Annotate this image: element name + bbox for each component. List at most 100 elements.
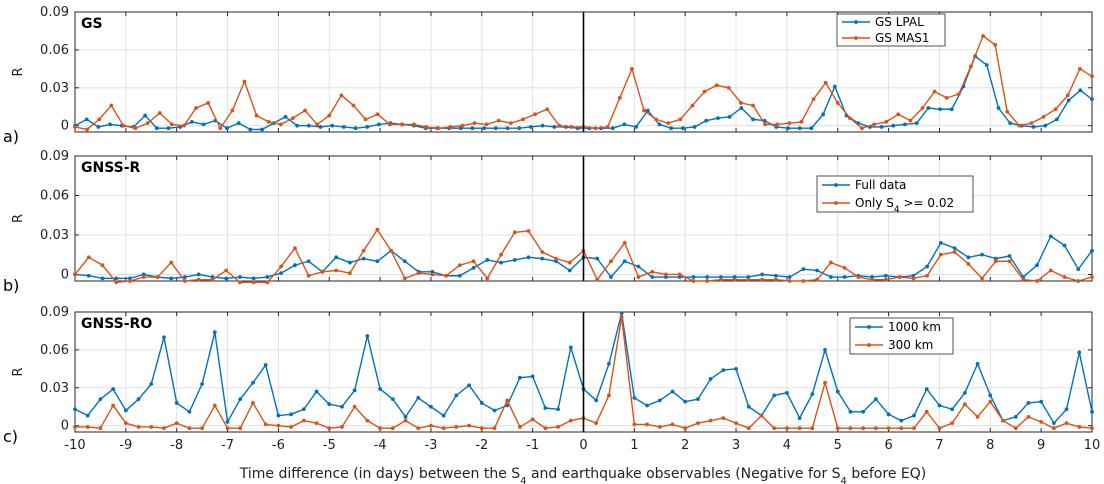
x-tick-label: 5 [834, 438, 842, 453]
data-point [278, 122, 283, 127]
data-point [183, 275, 187, 279]
data-point [1048, 268, 1053, 273]
data-point [251, 401, 255, 405]
data-point [339, 93, 344, 98]
data-point [238, 397, 243, 402]
data-point [303, 108, 307, 113]
data-point [632, 395, 637, 400]
data-point [797, 416, 802, 421]
data-point [73, 425, 77, 429]
data-point [399, 122, 404, 127]
data-point [128, 279, 132, 283]
data-point [512, 258, 517, 262]
data-point [347, 260, 352, 265]
data-point [471, 259, 476, 264]
data-point [189, 119, 194, 124]
data-point [797, 126, 802, 131]
data-point [848, 409, 853, 414]
data-point [763, 122, 768, 127]
data-point [1077, 350, 1082, 355]
data-point [86, 255, 91, 260]
data-point [315, 122, 320, 127]
data-point [141, 275, 146, 279]
data-point [492, 408, 497, 413]
data-point [835, 426, 840, 431]
data-point [200, 382, 205, 386]
data-point [856, 275, 861, 279]
data-point [114, 276, 119, 281]
data-point [801, 279, 806, 283]
data-point [691, 275, 696, 279]
data-point [1064, 407, 1069, 412]
data-point [444, 273, 448, 278]
data-point [533, 112, 537, 117]
data-point [1001, 418, 1005, 423]
data-point [696, 421, 700, 426]
data-point [899, 426, 904, 431]
data-point [430, 269, 435, 274]
data-point [543, 426, 548, 431]
data-point [251, 280, 256, 285]
data-point [375, 112, 380, 117]
data-point [517, 126, 522, 131]
data-point [430, 272, 435, 277]
data-point [787, 121, 792, 126]
data-point [823, 80, 828, 85]
x-tick-label: -8 [170, 438, 183, 453]
data-point [141, 272, 146, 277]
data-point [751, 117, 755, 122]
y-axis-label: R [11, 214, 26, 223]
data-point [174, 421, 179, 426]
data-point [375, 259, 380, 264]
data-point [276, 423, 281, 428]
x-tick-label: -1 [526, 438, 539, 453]
data-point [540, 250, 545, 254]
legend: GS LPAL GS MAS1 [836, 13, 946, 47]
x-axis-label: Time difference (in days) between the S4… [239, 466, 926, 484]
data-point [746, 275, 751, 279]
data-point [306, 123, 311, 128]
data-point [96, 125, 101, 129]
data-point [301, 418, 306, 423]
data-point [650, 269, 655, 274]
x-tick-label: 8 [986, 438, 994, 453]
data-point [496, 118, 501, 123]
x-tick-label: -5 [323, 438, 336, 453]
data-point [169, 276, 174, 281]
data-point [950, 407, 955, 412]
data-point [196, 272, 201, 277]
data-point [657, 398, 662, 403]
data-point [860, 126, 864, 131]
data-point [111, 387, 116, 391]
data-point [842, 275, 847, 279]
data-point [341, 125, 346, 129]
data-point [402, 276, 407, 281]
legend-box [816, 175, 974, 213]
data-point [402, 259, 407, 264]
data-point [327, 426, 332, 431]
data-point [634, 125, 639, 129]
data-point [873, 397, 878, 402]
data-point [98, 397, 103, 402]
data-point [657, 122, 662, 127]
data-point [657, 425, 662, 429]
data-point [912, 426, 916, 431]
data-point [429, 404, 433, 409]
data-point [650, 275, 655, 279]
x-tick-label: -7 [221, 438, 234, 453]
data-point [605, 125, 610, 129]
x-tick-label: 10 [1084, 438, 1101, 453]
data-point [636, 275, 641, 279]
data-point [306, 259, 311, 264]
data-point [636, 264, 641, 269]
data-point [1064, 421, 1069, 426]
data-point [485, 276, 490, 281]
x-tick-label: 6 [884, 438, 892, 453]
data-point [149, 425, 154, 429]
data-point [775, 122, 780, 127]
panel-title: GNSS-R [81, 160, 141, 176]
data-point [1090, 248, 1094, 253]
data-point [683, 399, 688, 404]
data-point [886, 412, 891, 417]
legend-label: 1000 km [888, 320, 941, 334]
